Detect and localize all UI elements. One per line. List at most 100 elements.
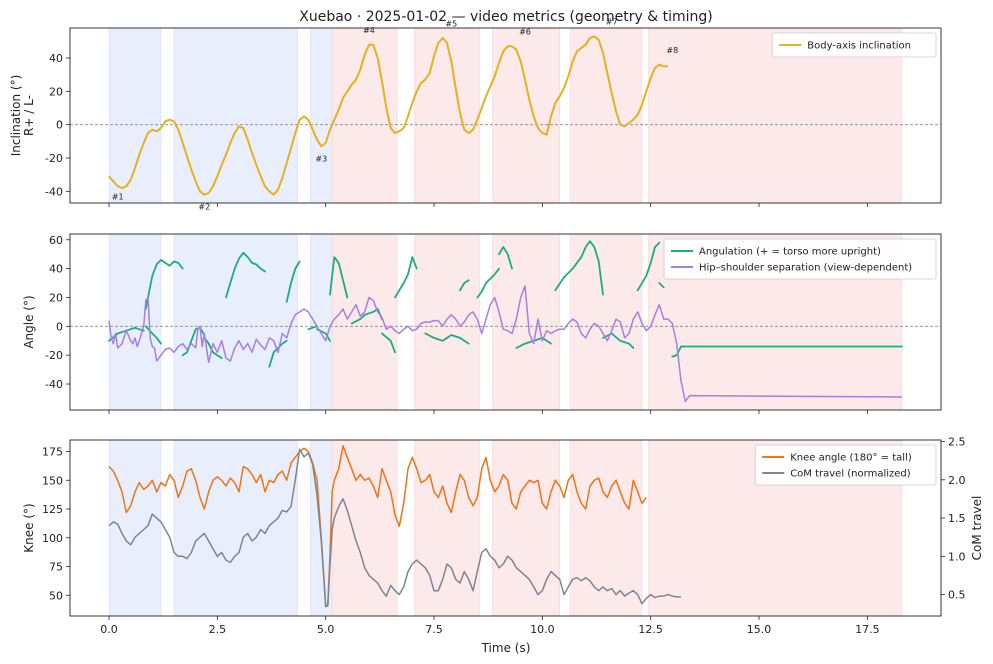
blue-span — [173, 440, 298, 616]
y-axis-label: Inclination (°) — [9, 75, 23, 157]
y-tick-label: -40 — [45, 378, 63, 391]
event-marker-label: #7 — [606, 18, 618, 27]
y-tick-label: -40 — [45, 185, 63, 198]
blue-span — [108, 28, 162, 203]
red-span — [492, 234, 560, 410]
blue-span — [173, 234, 298, 410]
y-tick-label: 150 — [42, 474, 63, 487]
y2-tick-label: 1.0 — [948, 550, 966, 563]
x-tick-label: 0.0 — [100, 623, 118, 636]
series-layer — [108, 445, 681, 608]
panel-inclination: -40 -20 0 20 40 Inclination (°) R+ / L- #1 #2 #3 #… — [9, 18, 942, 212]
series-angulation-torso-more-upright-segment — [671, 345, 903, 358]
legend-label: Hip–shoulder separation (view-dependent) — [699, 263, 912, 274]
y-tick-label: 20 — [49, 85, 63, 98]
series-knee-angle-180-tall-line — [108, 445, 647, 608]
y-tick-label: 0 — [56, 119, 63, 132]
y-axis-label: Angle (°) — [22, 295, 36, 348]
y-tick-label: 20 — [49, 291, 63, 304]
legend-label: Body-axis inclination — [807, 41, 911, 52]
series-angulation-torso-more-upright-segment — [424, 332, 470, 345]
series-angulation-torso-more-upright-segment — [636, 241, 661, 292]
axes-frame — [69, 439, 942, 617]
event-marker-label: #5 — [445, 19, 457, 28]
y-tick-label: -20 — [45, 349, 63, 362]
y-tick-label: 50 — [49, 589, 63, 602]
event-marker-label: #3 — [315, 154, 327, 163]
series-angulation-torso-more-upright-segment — [307, 325, 318, 331]
series-angulation-torso-more-upright-segment — [459, 279, 470, 292]
y-tick-label: 0 — [56, 320, 63, 333]
axes-frame — [69, 233, 942, 411]
y-tick-label: 40 — [49, 263, 63, 276]
y-tick-label: 75 — [49, 561, 63, 574]
legend: Angulation (+ = torso more upright) Hip–s… — [663, 238, 937, 280]
x-tick-label: 17.5 — [855, 623, 880, 636]
legend: Body-axis inclination — [771, 32, 937, 58]
series-angulation-torso-more-upright-segment — [203, 337, 223, 359]
y-tick-label: 100 — [42, 532, 63, 545]
blue-span — [108, 440, 162, 616]
series-angulation-torso-more-upright-segment — [476, 267, 500, 299]
y-tick-label: 60 — [49, 234, 63, 247]
series-layer — [108, 240, 903, 403]
legend-label: Knee angle (180° = tall) — [790, 453, 912, 464]
legend-label: Angulation (+ = torso more upright) — [699, 247, 881, 258]
panel-knee: 0.0 2.5 5.0 7.5 10.0 12.5 15.0 17.5 50 75 100 125 15… — [22, 436, 984, 636]
y-tick-label: 40 — [49, 52, 63, 65]
x-tick-label: 2.5 — [209, 623, 227, 636]
legend-label: CoM travel (normalized) — [790, 469, 911, 480]
x-axis-label: Time (s) — [481, 641, 531, 655]
x-tick-label: 15.0 — [747, 623, 772, 636]
red-span — [492, 440, 560, 616]
event-marker-label: #8 — [666, 46, 678, 55]
event-marker-label: #1 — [112, 193, 124, 202]
y2-tick-label: 2.0 — [948, 474, 966, 487]
event-marker-label: #4 — [363, 26, 375, 35]
series-angulation-torso-more-upright-segment — [285, 260, 301, 303]
red-span — [492, 28, 560, 203]
red-span — [331, 234, 398, 410]
legend-box — [754, 444, 937, 486]
red-span — [414, 28, 480, 203]
series-layer — [108, 35, 668, 196]
y-axis-label: Knee (°) — [22, 503, 36, 552]
series-angulation-torso-more-upright-segment — [329, 256, 349, 299]
series-angulation-torso-more-upright-segment — [658, 282, 665, 289]
blue-span — [310, 28, 333, 203]
series-angulation-torso-more-upright-segment — [350, 308, 383, 325]
x-tick-label: 12.5 — [638, 623, 663, 636]
y-tick-label: 175 — [42, 446, 63, 459]
red-span — [414, 440, 480, 616]
series-angulation-torso-more-upright-segment — [394, 256, 418, 299]
legend: Knee angle (180° = tall) CoM travel (norm… — [754, 444, 937, 486]
event-marker-label: #2 — [198, 203, 210, 212]
y-axis-label: R+ / L- — [22, 95, 36, 136]
series-angulation-torso-more-upright-segment — [498, 246, 513, 270]
series-hip-shoulder-separation-view-dependent-line — [108, 285, 903, 403]
series-angulation-torso-more-upright-segment — [602, 332, 635, 349]
series-angulation-torso-more-upright-segment — [268, 339, 288, 368]
x-tick-label: 7.5 — [425, 623, 443, 636]
event-marker-label: #6 — [519, 28, 531, 37]
series-angulation-torso-more-upright-segment — [554, 240, 604, 296]
legend-box — [663, 238, 937, 280]
red-span — [570, 440, 643, 616]
red-span — [570, 234, 643, 410]
red-span — [570, 28, 643, 203]
series-com-travel-normalized-line — [108, 448, 681, 607]
red-span — [331, 440, 398, 616]
blue-span — [108, 234, 162, 410]
series-angulation-torso-more-upright-segment — [381, 332, 396, 354]
legend-box — [771, 32, 937, 58]
y-tick-label: 125 — [42, 503, 63, 516]
y-tick-label: -20 — [45, 152, 63, 165]
x-tick-label: 10.0 — [530, 623, 555, 636]
y2-tick-label: 2.5 — [948, 436, 966, 449]
series-body-axis-inclination-line — [108, 35, 668, 196]
y2-tick-label: 1.5 — [948, 512, 966, 525]
axes-frame — [69, 27, 942, 204]
x-tick-label: 5.0 — [317, 623, 335, 636]
series-angulation-torso-more-upright-segment — [225, 251, 266, 299]
